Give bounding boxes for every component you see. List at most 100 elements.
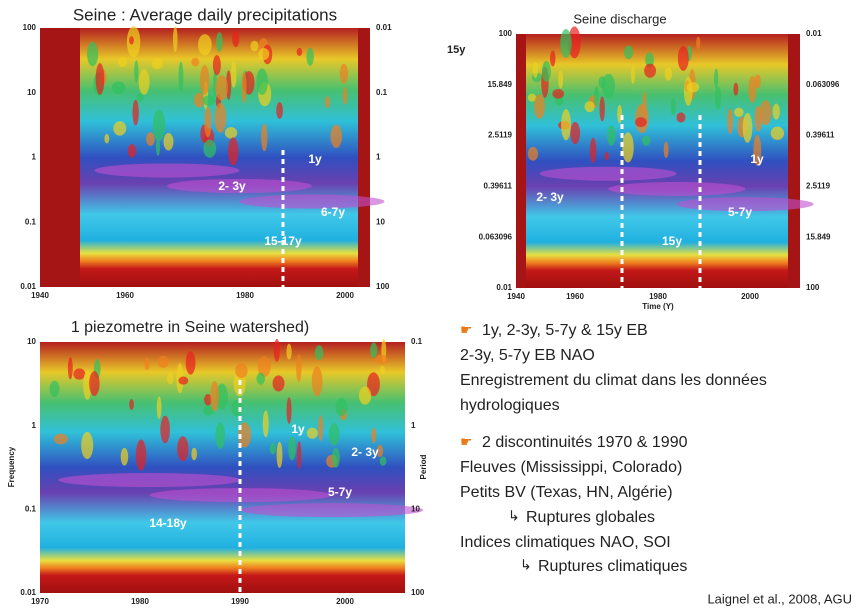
spectrogram-blob <box>250 40 259 52</box>
spectrogram-band <box>167 178 312 193</box>
panel-title: Seine : Average daily precipitations <box>73 5 337 24</box>
spectrogram-blob <box>330 124 342 148</box>
y-tick-label: 1 <box>32 421 37 430</box>
spectrogram-blob <box>617 104 623 124</box>
spectrogram-blob <box>232 30 240 48</box>
bullet-icon: ☛ <box>460 434 473 450</box>
spectrogram-band <box>676 197 814 212</box>
annotation: 5-7y <box>328 485 352 499</box>
note: Indices climatiques NAO, SOI <box>460 534 671 551</box>
spectrogram-blob <box>144 357 150 371</box>
spectrogram-blob <box>727 108 734 134</box>
spectrogram-blob <box>157 355 169 368</box>
y2-axis-label: Period <box>419 454 428 479</box>
spectrogram-blob <box>375 354 388 365</box>
spectrogram-blob <box>527 146 539 161</box>
y-tick-label: 10 <box>27 337 36 346</box>
spectrogram-blob <box>568 26 581 59</box>
y2-tick-label: 2.5119 <box>806 182 831 191</box>
spectrogram-blob <box>286 343 292 360</box>
spectrogram-blob <box>371 427 377 444</box>
spectrogram-blob <box>203 405 215 416</box>
y2-tick-label: 0.01 <box>376 23 392 32</box>
spectrogram-blob <box>215 383 228 410</box>
y-axis-label: Frequency <box>7 446 16 487</box>
spectrogram-blob <box>635 117 647 128</box>
arrow-icon: ↳ <box>508 508 520 524</box>
spectrogram-blob <box>759 100 772 126</box>
spectrogram-blob <box>118 57 127 68</box>
spectrogram-blob <box>203 139 217 158</box>
spectrogram-blob <box>273 338 280 362</box>
spectrogram-blob <box>155 139 161 156</box>
y-tick-label: 100 <box>499 29 513 38</box>
spectrogram-blob <box>748 75 757 103</box>
spectrogram-blob <box>367 372 380 397</box>
y2-tick-label: 100 <box>411 588 425 597</box>
arrow-icon: ↳ <box>520 557 532 573</box>
annotation: 6-7y <box>321 205 345 219</box>
x-tick-label: 2000 <box>336 291 354 300</box>
panel-title: 1 piezometre in Seine watershed) <box>71 319 309 336</box>
spectrogram-blob <box>256 68 268 96</box>
spectrogram-blob <box>593 86 599 107</box>
spectrogram-blob <box>376 444 384 458</box>
spectrogram-blob <box>146 132 155 146</box>
y-tick-label: 15.849 <box>488 80 513 89</box>
spectrogram-blob <box>95 63 105 95</box>
y2-tick-label: 15.849 <box>806 232 831 241</box>
spectrogram-blob <box>772 103 780 120</box>
note: Ruptures climatiques <box>538 558 687 575</box>
spectrogram-blob <box>172 26 178 53</box>
y-tick-label: 0.1 <box>25 217 37 226</box>
note: Enregistrement du climat dans les donnée… <box>460 372 767 389</box>
spectrogram-blob <box>83 370 92 400</box>
spectrogram-blob <box>306 427 318 439</box>
x-tick-label: 1980 <box>649 292 667 301</box>
spectrogram-blob <box>120 447 129 466</box>
y-tick-label: 2.5119 <box>488 131 513 140</box>
spectrogram-blob <box>570 121 581 145</box>
spectrogram-blob <box>318 415 324 441</box>
spectrogram-blob <box>257 356 271 377</box>
spectrogram-blob <box>67 357 73 380</box>
spectrogram-blob <box>215 422 226 449</box>
wavelet-panel: Seine discharge 100 15.849 2.5119 0.39611 0.0… <box>447 11 840 311</box>
spectrogram-blob <box>269 442 276 455</box>
spectrogram-blob <box>231 400 244 417</box>
y2-tick-label: 0.39611 <box>806 131 835 140</box>
spectrogram-blob <box>136 93 144 102</box>
y2-tick-label: 0.063096 <box>806 80 840 89</box>
spectrogram-blob <box>599 96 605 122</box>
spectrogram-blob <box>227 137 239 166</box>
spectrogram-band <box>539 166 677 181</box>
note: 2 discontinuités 1970 & 1990 <box>482 434 688 451</box>
spectrogram-blob <box>335 398 348 417</box>
spectrogram-blob <box>81 431 94 460</box>
spectrogram-blob <box>89 371 100 397</box>
x-tick-label: 1940 <box>31 291 49 300</box>
y2-tick-label: 10 <box>411 504 420 513</box>
spectrogram-blob <box>753 135 762 166</box>
x-tick-label: 1960 <box>566 292 584 301</box>
x-tick-label: 1980 <box>236 291 254 300</box>
x-tick-label: 2000 <box>336 597 354 606</box>
note: 2-3y, 5-7y EB NAO <box>460 347 595 364</box>
spectrogram-blob <box>113 121 127 136</box>
spectrogram-blob <box>589 137 597 164</box>
spectrogram <box>526 34 788 288</box>
spectrogram-blob <box>262 410 269 438</box>
spectrogram-blob <box>584 101 595 113</box>
spectrogram-blob <box>177 436 189 462</box>
y2-tick-label: 1 <box>376 153 381 162</box>
panels: Seine : Average daily precipitations 100 1… <box>7 5 840 606</box>
spectrogram-blob <box>328 423 340 446</box>
spectrogram-blob <box>185 351 196 375</box>
spectrogram-blob <box>129 399 134 411</box>
spectrogram-blob <box>644 63 656 78</box>
spectrogram-blob <box>561 109 571 141</box>
spectrogram-blob <box>87 41 99 67</box>
spectrogram-blob <box>733 82 739 96</box>
y2-tick-label: 0.01 <box>806 29 822 38</box>
